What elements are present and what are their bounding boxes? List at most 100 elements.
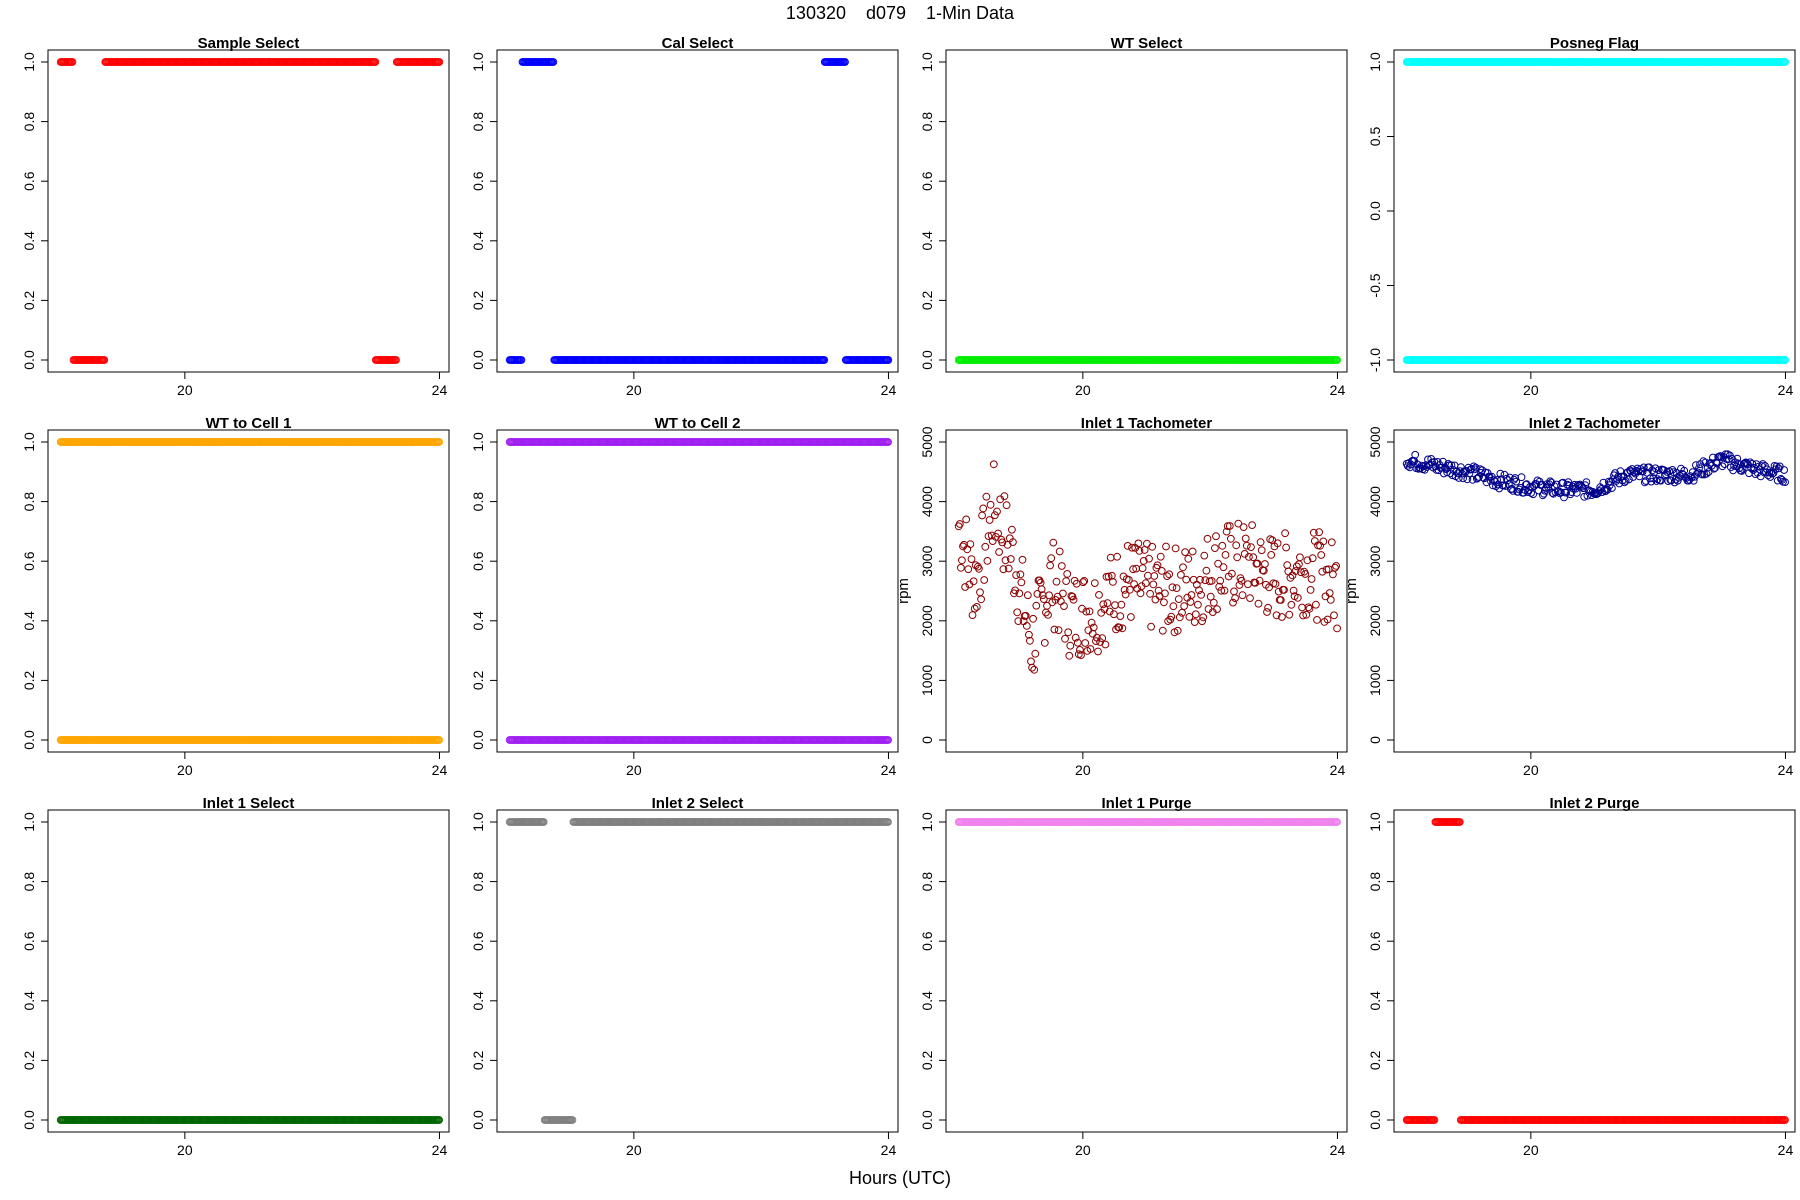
data-point (1162, 542, 1170, 551)
y-tick-label: 0.6 (919, 931, 935, 951)
panel-title: WT Select (1111, 35, 1183, 52)
x-tick-label: 24 (1330, 1142, 1346, 1158)
data-point (1242, 541, 1251, 550)
x-tick-label: 20 (626, 1142, 642, 1158)
data-point (1144, 571, 1152, 580)
x-tick-label: 20 (1075, 762, 1091, 778)
data-point (955, 520, 964, 528)
data-point (1185, 613, 1194, 621)
y-tick-label: 0.2 (21, 1050, 37, 1070)
data-point (1194, 600, 1202, 609)
y-tick-label: 0.4 (21, 231, 37, 251)
data-point (1002, 501, 1011, 510)
data-point (884, 356, 893, 364)
data-point (1094, 647, 1102, 656)
y-tick-label: 0.6 (470, 171, 486, 191)
data-point (1191, 610, 1200, 619)
y-tick-label: 0.8 (470, 112, 486, 132)
y-tick-label: 1000 (1367, 665, 1383, 696)
data-point (979, 504, 988, 513)
data-point (1254, 599, 1263, 608)
x-tick-label: 24 (1330, 762, 1346, 778)
data-point (1161, 589, 1169, 598)
data-point (1060, 602, 1068, 610)
data-point (517, 356, 526, 364)
x-tick-label: 20 (1075, 1142, 1091, 1158)
data-point (1117, 600, 1126, 609)
x-tick-label: 24 (432, 1142, 448, 1158)
data-point (977, 595, 985, 604)
data-point (1065, 651, 1074, 660)
data-point (1184, 554, 1193, 563)
data-point (1174, 595, 1183, 603)
plot-frame (496, 49, 899, 373)
y-tick-label: 0 (919, 736, 935, 744)
y-tick-label: 0.2 (919, 290, 935, 310)
data-point (1160, 598, 1168, 607)
data-point (1281, 529, 1289, 538)
data-point (958, 556, 966, 565)
y-tick-label: 1.0 (1367, 52, 1383, 72)
panel-title: WT to Cell 2 (655, 415, 741, 432)
data-point (1149, 580, 1158, 589)
y-tick-label: 1.0 (470, 52, 486, 72)
data-point (1199, 613, 1208, 622)
series (954, 356, 1341, 364)
data-point (1172, 584, 1181, 592)
data-point (1046, 561, 1054, 570)
data-point (1049, 538, 1058, 547)
data-point (1158, 626, 1167, 635)
data-point (982, 492, 991, 501)
x-tick-label: 20 (1523, 762, 1539, 778)
data-point (1318, 567, 1327, 576)
y-tick-label: 0.0 (470, 730, 486, 750)
series (56, 438, 444, 744)
panel-title: Inlet 2 Select (652, 795, 744, 812)
data-point (1212, 532, 1220, 541)
data-point (1052, 577, 1061, 586)
data-point (989, 460, 998, 469)
data-point (1238, 591, 1247, 600)
plot-frame (47, 49, 450, 373)
y-tick-label: 0.6 (21, 551, 37, 571)
data-point (1239, 523, 1248, 531)
data-point (1147, 622, 1155, 631)
data-point (1095, 591, 1103, 599)
y-tick-label: 0.8 (470, 872, 486, 892)
y-tick-label: 0.4 (470, 991, 486, 1011)
y-tick-label: 0.0 (1367, 201, 1383, 221)
y-tick-label: 0.8 (919, 112, 935, 132)
data-point (1241, 534, 1250, 543)
data-point (1127, 613, 1135, 621)
data-point (1066, 641, 1075, 650)
data-point (1282, 543, 1290, 552)
series (954, 460, 1341, 674)
data-point (1246, 594, 1254, 602)
data-point (1179, 563, 1187, 572)
plot-frame (945, 49, 1348, 373)
data-point (1023, 591, 1032, 600)
y-tick-label: 0.0 (470, 1110, 486, 1130)
data-point (968, 611, 977, 619)
data-point (1047, 554, 1056, 563)
y-tick-label: 0.8 (470, 492, 486, 512)
y-tick-label: 3000 (919, 545, 935, 576)
data-point (1190, 618, 1199, 626)
y-tick-label: 3000 (1367, 545, 1383, 576)
y-tick-label: 0.0 (919, 350, 935, 370)
data-point (1329, 570, 1337, 579)
data-point (1261, 560, 1269, 568)
y-tick-label: 2000 (1367, 605, 1383, 636)
data-point (1064, 628, 1073, 637)
plot-frame (496, 429, 899, 753)
data-point (970, 604, 979, 613)
data-point (1055, 547, 1064, 556)
data-point (981, 542, 990, 551)
data-point (1247, 543, 1255, 551)
data-point (1088, 629, 1097, 638)
data-point (1081, 639, 1090, 647)
data-point (1123, 542, 1132, 550)
panel-title: Sample Select (198, 35, 300, 52)
y-tick-label: 0.6 (21, 931, 37, 951)
